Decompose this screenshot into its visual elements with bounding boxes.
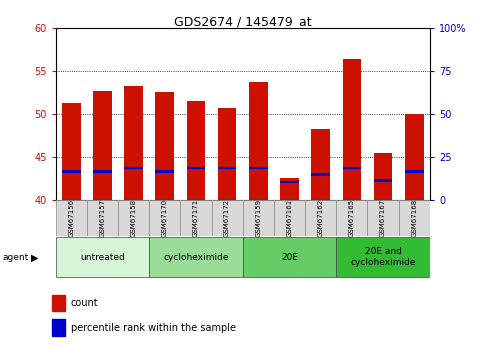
Bar [398,200,430,236]
Bar [342,59,361,200]
Text: GSM67167: GSM67167 [380,199,386,237]
Bar [274,200,305,236]
Bar [280,181,299,183]
Bar [62,170,81,173]
Bar [186,101,205,200]
Text: GSM67171: GSM67171 [193,199,199,237]
Text: GSM67170: GSM67170 [162,199,168,237]
Bar [124,167,143,169]
Bar [62,104,81,200]
Text: GSM67161: GSM67161 [286,199,293,237]
Bar [212,200,242,236]
Text: 20E and
cycloheximide: 20E and cycloheximide [350,247,416,267]
Bar [280,178,299,200]
Bar [336,237,430,277]
Text: GSM67168: GSM67168 [411,199,417,237]
Bar [336,200,368,236]
Bar [93,90,112,200]
Bar [242,237,336,277]
Bar [87,200,118,236]
Text: GSM67159: GSM67159 [256,199,261,237]
Bar [93,170,112,173]
Bar [218,167,237,169]
Bar [156,92,174,200]
Bar [218,108,237,200]
Text: GSM67165: GSM67165 [349,199,355,237]
Bar [312,173,330,176]
Bar [149,200,180,236]
Bar [186,167,205,169]
Text: untreated: untreated [80,253,125,262]
Text: GSM67162: GSM67162 [318,199,324,237]
Text: 20E: 20E [281,253,298,262]
Bar [305,200,336,236]
Bar [374,179,392,181]
Bar [180,200,212,236]
Bar [56,200,87,236]
Text: GDS2674 / 145479_at: GDS2674 / 145479_at [174,16,312,29]
Bar [342,167,361,169]
Text: agent: agent [2,253,28,262]
Bar [118,200,149,236]
Bar [249,82,268,200]
Bar [156,170,174,173]
Bar [368,200,398,236]
Bar [53,295,65,311]
Bar [312,129,330,200]
Text: GSM67156: GSM67156 [68,199,74,237]
Text: GSM67158: GSM67158 [130,199,137,237]
Bar [242,200,274,236]
Bar [53,319,65,336]
Text: GSM67157: GSM67157 [99,199,105,237]
Bar [149,237,242,277]
Text: count: count [71,298,99,308]
Text: percentile rank within the sample: percentile rank within the sample [71,323,236,333]
Bar [405,114,424,200]
Text: GSM67172: GSM67172 [224,199,230,237]
Text: ▶: ▶ [31,253,39,263]
Bar [249,167,268,169]
Text: cycloheximide: cycloheximide [163,253,228,262]
Bar [56,237,149,277]
Bar [405,170,424,173]
Bar [374,152,392,200]
Bar [124,86,143,200]
